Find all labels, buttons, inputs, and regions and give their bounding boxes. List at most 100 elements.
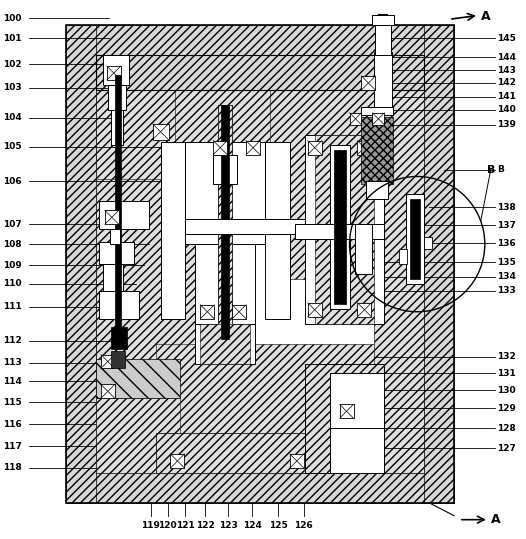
Text: 142: 142: [497, 79, 515, 87]
Text: 127: 127: [497, 444, 515, 453]
Bar: [361, 76, 376, 90]
Bar: [99, 291, 139, 319]
Bar: [213, 155, 237, 184]
Bar: [111, 350, 125, 369]
Bar: [399, 249, 407, 264]
Text: 110: 110: [3, 279, 22, 288]
Bar: [107, 66, 121, 80]
Text: 125: 125: [269, 521, 287, 530]
Bar: [96, 358, 180, 398]
Text: 112: 112: [3, 336, 22, 345]
Bar: [330, 428, 385, 473]
Text: 105: 105: [3, 142, 22, 151]
Bar: [218, 105, 232, 343]
Text: 145: 145: [497, 34, 515, 43]
Bar: [170, 454, 185, 468]
Text: 126: 126: [295, 521, 313, 530]
Bar: [115, 75, 121, 329]
Text: A: A: [491, 513, 500, 526]
Bar: [333, 150, 346, 304]
Text: 118: 118: [3, 464, 22, 473]
Bar: [270, 55, 379, 279]
Bar: [96, 55, 424, 90]
Bar: [176, 55, 315, 170]
Bar: [99, 202, 149, 229]
Bar: [156, 433, 330, 473]
Bar: [185, 219, 305, 234]
Text: 117: 117: [3, 441, 22, 451]
Bar: [410, 199, 420, 279]
Bar: [295, 224, 385, 239]
Bar: [315, 135, 375, 324]
Bar: [156, 343, 379, 473]
Bar: [375, 52, 392, 112]
Bar: [111, 85, 123, 144]
Bar: [372, 113, 385, 125]
Bar: [101, 384, 115, 398]
Bar: [305, 363, 385, 473]
Bar: [222, 279, 228, 319]
Bar: [308, 303, 322, 317]
Bar: [232, 305, 246, 319]
Bar: [160, 142, 185, 319]
Bar: [265, 142, 290, 319]
Text: 124: 124: [242, 521, 261, 530]
Bar: [361, 107, 393, 115]
Text: 102: 102: [3, 60, 22, 68]
Text: 100: 100: [3, 14, 22, 23]
Bar: [195, 244, 255, 324]
Bar: [96, 398, 180, 473]
Text: 131: 131: [497, 369, 515, 378]
Bar: [424, 25, 454, 503]
Bar: [305, 363, 385, 473]
Bar: [290, 454, 304, 468]
Bar: [103, 55, 129, 85]
Text: 139: 139: [497, 120, 515, 129]
Text: 111: 111: [3, 302, 22, 312]
Text: 129: 129: [497, 404, 515, 413]
Bar: [96, 55, 205, 209]
Text: 120: 120: [158, 521, 177, 530]
Text: 123: 123: [219, 521, 238, 530]
Text: 141: 141: [497, 92, 515, 101]
Text: 121: 121: [176, 521, 195, 530]
Text: 114: 114: [3, 377, 22, 386]
Text: A: A: [481, 10, 490, 23]
Bar: [221, 105, 229, 338]
Bar: [103, 264, 123, 291]
Bar: [66, 25, 454, 55]
Text: 144: 144: [497, 53, 516, 61]
Text: 130: 130: [497, 386, 515, 395]
Text: 122: 122: [196, 521, 215, 530]
Bar: [200, 305, 214, 319]
Bar: [213, 141, 227, 155]
Bar: [308, 141, 322, 155]
Bar: [160, 142, 290, 160]
Text: 119: 119: [141, 521, 160, 530]
Bar: [66, 25, 96, 503]
Bar: [99, 242, 134, 264]
Bar: [358, 141, 371, 155]
Bar: [361, 117, 393, 184]
Bar: [375, 55, 424, 473]
Bar: [367, 182, 388, 199]
Bar: [200, 324, 250, 363]
Bar: [195, 324, 255, 363]
Bar: [305, 135, 385, 324]
Text: B: B: [497, 165, 503, 174]
Text: 116: 116: [3, 420, 22, 429]
Text: 108: 108: [3, 240, 22, 248]
Bar: [105, 210, 119, 224]
Bar: [101, 355, 115, 369]
Bar: [66, 473, 454, 503]
Bar: [424, 237, 432, 249]
Text: 135: 135: [497, 258, 515, 267]
Bar: [330, 144, 350, 309]
Bar: [185, 142, 265, 244]
Bar: [330, 374, 385, 428]
Text: 134: 134: [497, 272, 515, 281]
Text: 106: 106: [3, 177, 22, 186]
Bar: [350, 113, 361, 125]
Bar: [156, 433, 330, 473]
Text: 104: 104: [3, 113, 22, 122]
